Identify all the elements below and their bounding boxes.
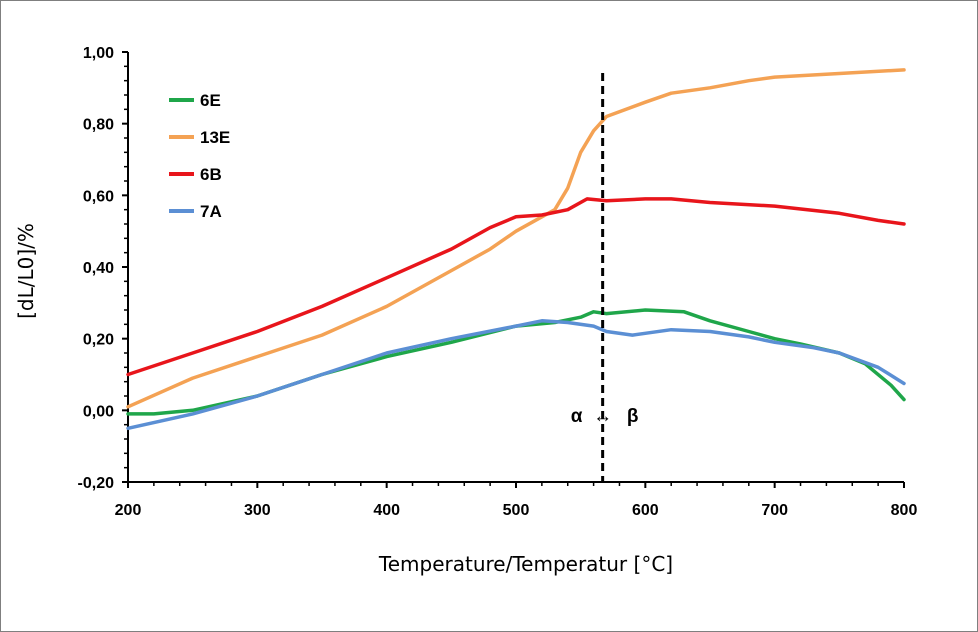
y-tick-label: 0,40 (83, 260, 114, 277)
legend: 6E 13E 6B 7A (169, 91, 230, 221)
y-tick-label: 1,00 (83, 45, 114, 62)
series-layer (126, 68, 906, 431)
legend-label-13e: 13E (200, 128, 230, 147)
y-axis-title: [dL/L0]/% (14, 223, 38, 319)
y-tick-label: 0,60 (83, 188, 114, 205)
series-line-6b (126, 197, 906, 377)
series-line-13e (126, 68, 906, 409)
x-tick-label: 400 (373, 502, 400, 519)
transition-arrow: ↔ (593, 406, 612, 427)
x-tick-label: 300 (244, 502, 271, 519)
axes: -0,20 0,00 0,20 0,40 0,60 0,80 1,00 200 300 400 50… (78, 45, 918, 519)
beta-label: β (627, 406, 639, 427)
y-tick-label: -0,20 (78, 475, 115, 492)
y-tick-label: 0,80 (83, 117, 114, 134)
x-tick-label: 700 (761, 502, 788, 519)
legend-label-6b: 6B (200, 165, 222, 184)
x-tick-label: 600 (632, 502, 659, 519)
x-tick-label: 500 (503, 502, 530, 519)
annotation-layer: α ↔ β (571, 73, 639, 482)
x-axis-title: Temperature/Temperatur [°C] (378, 552, 673, 576)
x-tick-label: 800 (891, 502, 918, 519)
y-tick-label: 0,20 (83, 332, 114, 349)
legend-label-6e: 6E (200, 91, 221, 110)
alpha-label: α (571, 406, 583, 427)
legend-label-7a: 7A (200, 202, 222, 221)
x-tick-label: 200 (115, 502, 142, 519)
y-tick-label: 0,00 (83, 403, 114, 420)
series-line-7a (126, 319, 906, 431)
